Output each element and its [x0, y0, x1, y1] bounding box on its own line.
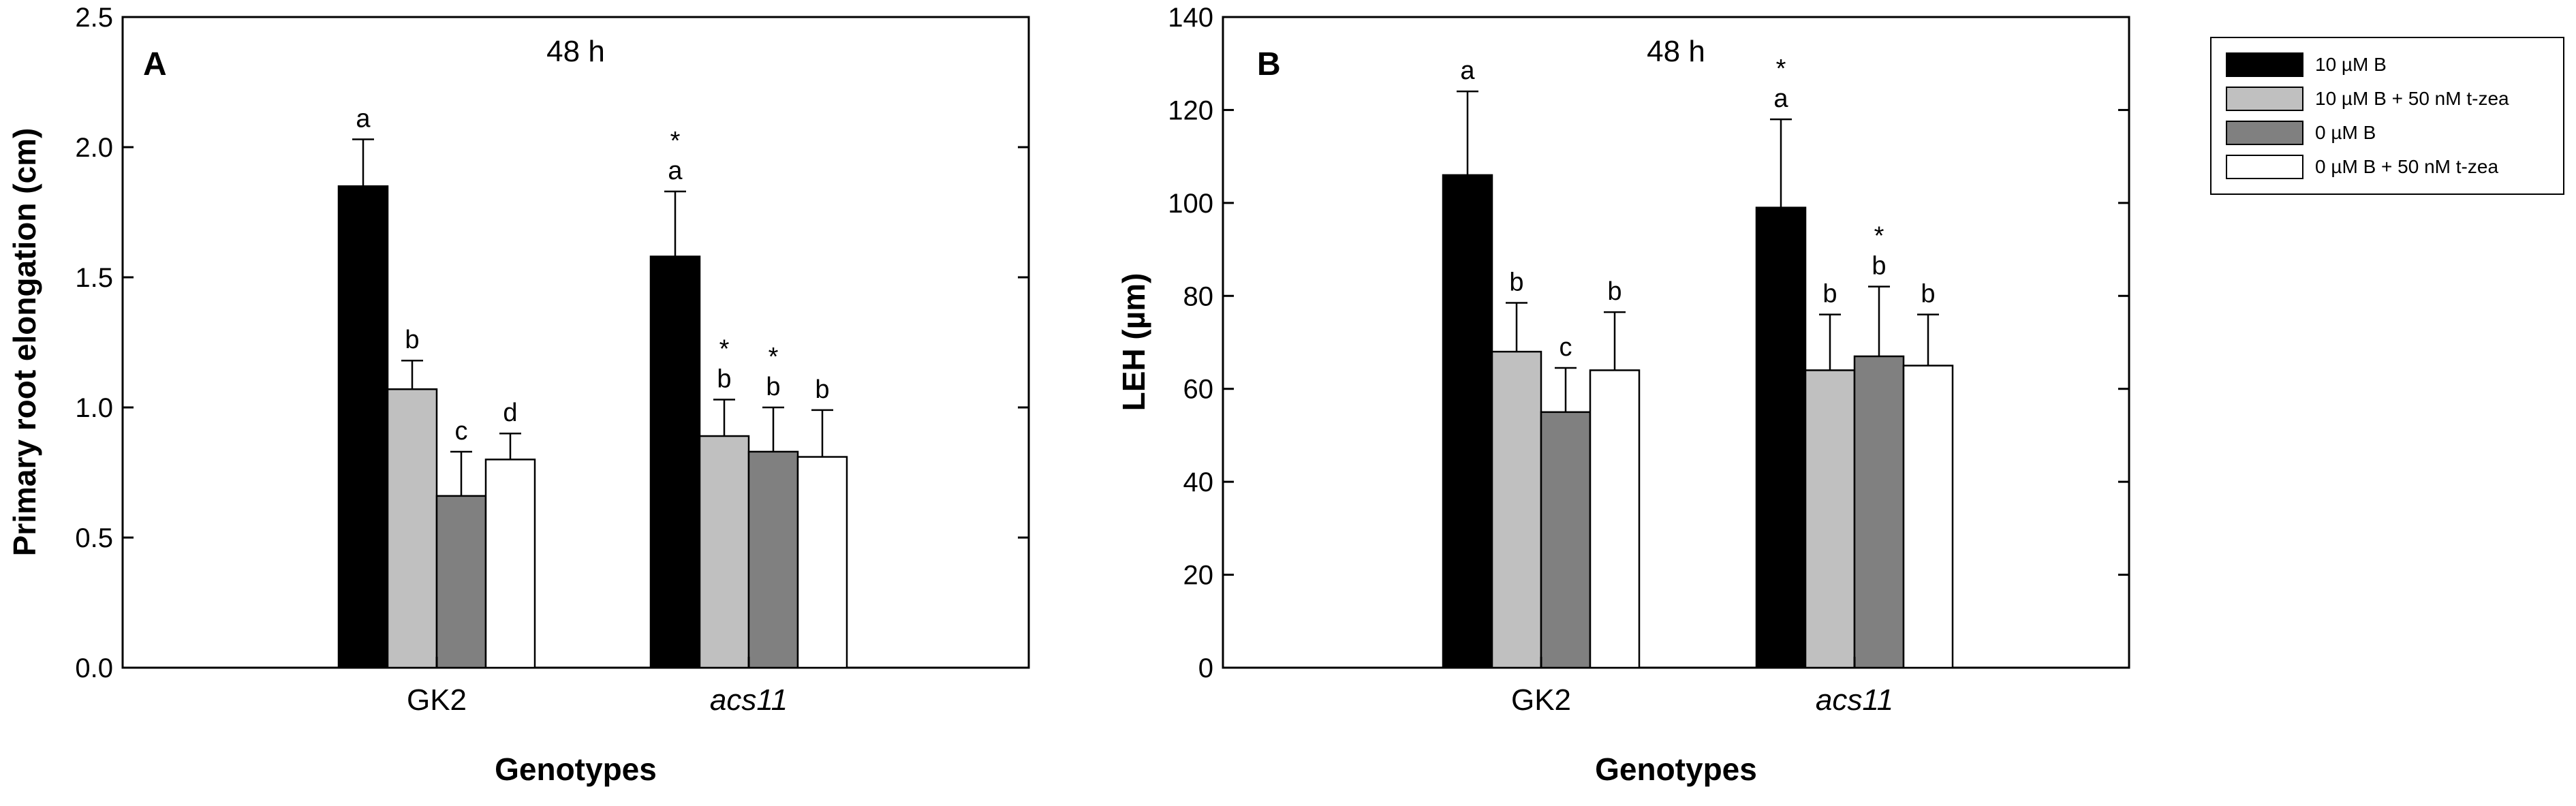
panel-b-title: 48 h [1647, 35, 1705, 68]
legend-swatch [2226, 121, 2303, 145]
panel-a-significance-star: * [719, 335, 730, 364]
panel-b-bar [1755, 206, 1807, 669]
panel-b-plot-frame [1222, 16, 2130, 669]
legend: 10 µM B 10 µM B + 50 nM t-zea 0 µM B 0 µM B… [2210, 37, 2564, 195]
panel-b-ytick-label: 120 [1168, 95, 1213, 125]
panel-a-bar [337, 185, 389, 669]
panel-a-significance-star: * [769, 343, 779, 371]
panel-a-bar [386, 388, 438, 669]
panel-b-ytick-label: 40 [1183, 467, 1214, 497]
panel-a-bar [747, 450, 799, 669]
panel-b-letter: B [1257, 46, 1281, 82]
panel-a-ytick-label: 1.0 [75, 393, 113, 423]
panel-a-bar [649, 255, 701, 669]
panel-a-bar [796, 456, 848, 669]
panel-b-y-ticks: 0 20 40 60 80 100 120 140 [1168, 3, 2129, 683]
panel-b-ytick-label: 60 [1183, 375, 1214, 405]
panel-b-ytick-label: 140 [1168, 3, 1213, 33]
panel-a-ytick-label: 2.5 [75, 3, 113, 33]
panel-b-bar [1853, 355, 1905, 669]
panel-b-bar [1442, 174, 1493, 669]
panel-b-ytick-label: 20 [1183, 561, 1214, 591]
panel-a-significance-letter: d [503, 399, 517, 427]
panel-b-significance-letter: b [1872, 252, 1886, 281]
panel-b-significance-letter: b [1921, 280, 1935, 309]
panel-b-category-labels: GK2 acs11 [1511, 657, 1893, 717]
panel-b-bar [1540, 411, 1592, 669]
panel-a-error-bars [352, 138, 833, 496]
panel-b-ytick-label: 100 [1168, 189, 1213, 219]
panel-a-significance-letter: b [405, 326, 419, 354]
legend-label: 10 µM B + 50 nM t-zea [2315, 88, 2509, 109]
panel-a-significance-letter: b [766, 373, 780, 401]
panel-a-significance-letter: b [717, 365, 731, 394]
panel-b-significance-letter: b [1509, 268, 1523, 297]
panel-b-bar [1804, 369, 1856, 669]
panel-b-bars [1442, 174, 1954, 669]
panel-a-y-ticks: 0.0 0.5 1.0 1.5 2.0 2.5 [75, 3, 1029, 683]
panel-b-significance-letter: b [1822, 280, 1837, 309]
panel-b-significance-letter: c [1559, 333, 1572, 362]
panel-a-ytick-label: 2.0 [75, 133, 113, 163]
panel-a-significance-letter: c [455, 417, 468, 446]
panel-b-bar [1902, 365, 1954, 669]
panel-a-category-label: acs11 [710, 683, 788, 717]
panel-a-bar [484, 459, 536, 669]
panel-a-ytick-label: 0.0 [75, 653, 113, 683]
legend-swatch [2226, 87, 2303, 111]
legend-swatch [2226, 155, 2303, 179]
panel-a-letter: A [143, 46, 167, 82]
panel-b-ytick-label: 0 [1198, 653, 1213, 683]
panel-a-category-label: GK2 [407, 683, 467, 717]
panel-a-title: 48 h [546, 35, 605, 68]
panel-a-significance-letter: a [668, 157, 683, 185]
panel-b-category-label: GK2 [1511, 683, 1571, 717]
panel-a-significance-letter: a [356, 105, 371, 134]
legend-label: 0 µM B + 50 nM t-zea [2315, 156, 2498, 177]
panel-a-ytick-label: 0.5 [75, 523, 113, 553]
panel-b-y-axis-label: LEH (µm) [1116, 273, 1151, 412]
legend-swatch [2226, 52, 2303, 77]
panel-b-significance-letter: a [1773, 84, 1788, 113]
panel-b-bar [1491, 350, 1542, 669]
legend-label: 0 µM B [2315, 122, 2376, 143]
panel-a-category-labels: GK2 acs11 [407, 657, 788, 717]
panel-a-bar [435, 495, 487, 669]
panel-a-ytick-label: 1.5 [75, 263, 113, 293]
panel-b-significance-star: * [1874, 222, 1884, 251]
panel-b-bar [1589, 369, 1641, 669]
panel-b-significance-letter: a [1460, 57, 1475, 85]
panel-b-significance-letter: b [1607, 277, 1621, 306]
panel-a-x-axis-label: Genotypes [495, 751, 657, 787]
panel-a-significance-letter: b [815, 375, 829, 404]
panel-b-significance-star: * [1776, 55, 1786, 83]
legend-label: 10 µM B [2315, 54, 2387, 75]
panel-a-plot-frame [121, 16, 1030, 669]
panel-a-y-axis-label: Primary root elongation (cm) [7, 128, 42, 557]
panel-a-bar [698, 435, 750, 669]
panel-b-error-bars [1457, 90, 1939, 412]
panel-b-category-label: acs11 [1816, 683, 1893, 717]
panel-b-ytick-label: 80 [1183, 281, 1214, 311]
legend-items: 10 µM B 10 µM B + 50 nM t-zea 0 µM B 0 µM B… [2226, 52, 2509, 179]
panel-b-x-axis-label: Genotypes [1595, 751, 1757, 787]
panel-a-significance-star: * [670, 127, 681, 155]
panel-a-bars [337, 185, 848, 669]
